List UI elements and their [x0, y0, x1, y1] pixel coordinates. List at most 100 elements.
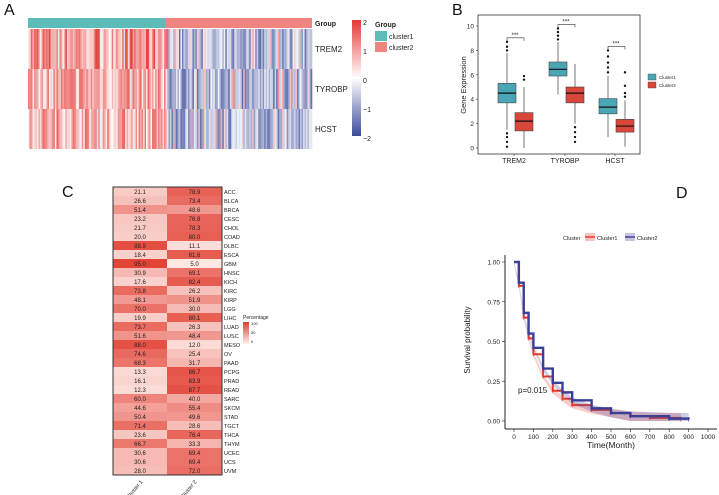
heatmap-cell: [28, 109, 30, 149]
legend-title: Cluster: [563, 236, 581, 242]
heatmap-cell: [193, 109, 196, 149]
heatmap-cell: [48, 109, 51, 149]
x-tick-label: TREM2: [502, 158, 526, 165]
y-tick-label: 0.50: [487, 339, 500, 346]
heatmap-cell: [131, 29, 133, 69]
heatmap-cell: [89, 69, 92, 109]
heatmap-cell: [146, 69, 148, 109]
cell-value: 30.0: [189, 307, 201, 313]
panel-a-heatmap: Group TREM2 TYROBP HCST 2 1 0 −1 −2 Group cluster1…: [28, 18, 414, 149]
outlier-point: [556, 30, 560, 34]
heatmap-cell: [89, 29, 92, 69]
panel-label-a: A: [4, 2, 15, 19]
heatmap-cell: [33, 29, 36, 69]
outlier-point: [505, 140, 509, 144]
heatmap-cell: [155, 109, 157, 149]
heatmap-cell: [261, 29, 263, 69]
heatmap-cell: [152, 109, 154, 149]
heatmap-cell: [186, 29, 189, 69]
heatmap-cell: [277, 109, 280, 149]
heatmap-cell: [72, 109, 75, 149]
heatmap-cell: [107, 109, 110, 149]
outlier-point: [505, 135, 509, 139]
heatmap-cell: [244, 29, 247, 69]
heatmap-cell: [36, 109, 39, 149]
heatmap-cell: [244, 109, 247, 149]
cell-value: 68.3: [134, 361, 146, 367]
heatmap-cell: [259, 109, 262, 149]
x-tick-label: 200: [547, 434, 558, 441]
heatmap-cell: [45, 69, 48, 109]
heatmap-cell: [178, 109, 181, 149]
heatmap-cell: [172, 109, 175, 149]
heatmap-cell: [271, 69, 274, 109]
heatmap-cell: [42, 69, 45, 109]
row-label: THCA: [224, 433, 239, 439]
heatmap-cell: [137, 29, 139, 69]
heatmap-cell: [74, 109, 77, 149]
panel-c-heatmap: 21.1 78.9 ACC 26.6 73.4 BLCA 51.4 48.6 BRCA 23.2 7…: [112, 186, 269, 495]
row-label: KIRC: [224, 289, 237, 295]
outlier-point: [623, 71, 627, 74]
outlier-point: [623, 84, 627, 87]
heatmap-cell: [113, 340, 167, 350]
x-tick-label: 1000: [701, 434, 716, 441]
heatmap-cell: [243, 29, 246, 69]
heatmap-cell: [117, 29, 120, 69]
heatmap-cell: [255, 109, 257, 149]
heatmap-cell: [63, 109, 66, 149]
heatmap-cell: [174, 69, 177, 109]
outlier-point: [505, 45, 509, 48]
heatmap-cell: [44, 109, 47, 149]
heatmap-cell: [122, 69, 124, 109]
cell-value: 86.7: [189, 370, 201, 376]
heatmap-cell: [59, 69, 62, 109]
heatmap-cell: [113, 322, 167, 332]
heatmap-row-hcst: [28, 109, 313, 149]
heatmap-cell: [165, 29, 168, 69]
heatmap-cell: [167, 295, 222, 305]
heatmap-cell: [83, 29, 86, 69]
legend-swatch: [647, 73, 657, 81]
heatmap-cell: [205, 29, 208, 69]
heatmap-cell: [171, 109, 174, 149]
heatmap-cell: [171, 29, 174, 69]
heatmap-cell: [265, 69, 268, 109]
heatmap-cell: [196, 109, 199, 149]
heatmap-cell: [167, 277, 222, 287]
heatmap-cell: [147, 29, 150, 69]
heatmap-cell: [213, 29, 216, 69]
outlier-point: [606, 71, 610, 74]
heatmap-cell: [105, 69, 108, 109]
heatmap-cell: [189, 69, 192, 109]
row-label: CESC: [224, 217, 239, 223]
cell-value: 40.0: [189, 397, 201, 403]
heatmap-cell: [181, 29, 184, 69]
heatmap-cell: [291, 69, 293, 109]
x-tick-label: 700: [644, 434, 655, 441]
heatmap-cell: [259, 69, 262, 109]
box-cluster1-tyrobp: [548, 27, 568, 95]
heatmap-cell: [129, 109, 132, 149]
x-tick-label: 800: [664, 434, 675, 441]
heatmap-cell: [66, 69, 69, 109]
heatmap-cell: [267, 29, 269, 69]
heatmap-cell: [83, 69, 86, 109]
heatmap-cell: [69, 109, 72, 149]
heatmap-cell: [271, 109, 274, 149]
heatmap-cell: [122, 109, 124, 149]
heatmap-cell: [143, 109, 145, 149]
box-cluster1-hcst: [598, 49, 618, 138]
heatmap-cell: [171, 69, 174, 109]
heatmap-cell: [241, 29, 244, 69]
cell-value: 30.9: [134, 271, 146, 277]
heatmap-cell: [28, 29, 30, 69]
heatmap-cell: [75, 69, 78, 109]
heatmap-cell: [199, 29, 202, 69]
heatmap-cell: [223, 29, 226, 69]
heatmap-cell: [113, 259, 167, 269]
heatmap-cell: [309, 109, 311, 149]
heatmap-cell: [113, 457, 167, 467]
row-label: ACC: [224, 190, 236, 196]
